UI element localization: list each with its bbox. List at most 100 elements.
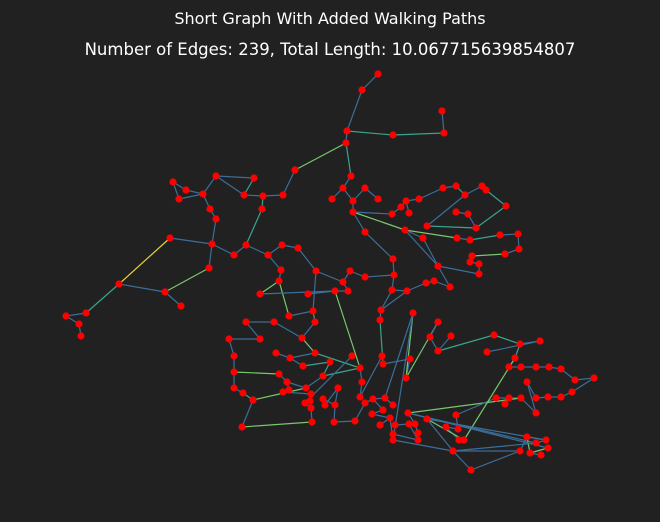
graph-edge <box>455 397 497 416</box>
graph-node <box>358 86 366 94</box>
graph-node <box>414 429 422 437</box>
graph-node <box>304 290 312 298</box>
graph-node <box>307 404 315 412</box>
graph-node <box>298 334 306 342</box>
graph-edge <box>334 290 361 369</box>
graph-node <box>514 230 522 238</box>
graph-node <box>482 186 490 194</box>
graph-node <box>351 417 359 425</box>
graph-node <box>82 309 90 317</box>
graph-node <box>356 364 364 372</box>
graph-node <box>230 368 238 376</box>
graph-node <box>361 184 369 192</box>
graph-edge <box>85 283 120 314</box>
graph-edge <box>294 142 347 171</box>
graph-node <box>270 318 278 326</box>
graph-node <box>406 355 414 363</box>
graph-node <box>319 395 327 403</box>
graph-edge <box>437 334 495 352</box>
graph-node <box>250 174 258 182</box>
graph-node <box>279 191 287 199</box>
graph-node <box>532 409 540 417</box>
graph-edge <box>273 321 303 339</box>
graph-edge <box>352 211 366 233</box>
graph-node <box>455 436 463 444</box>
graph-edge <box>202 175 217 195</box>
graph-node <box>182 186 190 194</box>
graph-node <box>309 307 317 315</box>
nodes-layer <box>62 70 598 474</box>
graph-node <box>475 270 483 278</box>
graph-edge <box>437 265 451 288</box>
graph-node <box>378 352 386 360</box>
graph-edge <box>312 270 317 312</box>
graph-edge <box>475 205 507 229</box>
graph-node <box>516 447 524 455</box>
graph-node <box>346 267 354 275</box>
graph-edge <box>392 132 445 136</box>
graph-node <box>442 423 450 431</box>
graph-node <box>414 436 422 444</box>
graph-edge <box>169 237 213 245</box>
graph-node <box>461 191 469 199</box>
graph-edge <box>463 357 516 441</box>
graph-edge <box>245 208 263 246</box>
graph-edge <box>392 439 454 452</box>
graph-edge <box>493 334 521 345</box>
graph-edge <box>361 73 379 91</box>
graph-edge <box>118 283 166 293</box>
graph-node <box>342 139 350 147</box>
graph-node <box>389 131 397 139</box>
graph-node <box>426 333 434 341</box>
graph-node <box>388 210 396 218</box>
graph-node <box>397 203 405 211</box>
graph-node <box>464 210 472 218</box>
graph-node <box>344 287 352 295</box>
graph-node <box>77 332 85 340</box>
graph-node <box>423 222 431 230</box>
graph-node <box>472 224 480 232</box>
graph-node <box>169 178 177 186</box>
graph-node <box>278 241 286 249</box>
graph-node <box>544 444 552 452</box>
graph-node <box>532 394 540 402</box>
graph-node <box>279 388 287 396</box>
graph-node <box>308 418 316 426</box>
graph-node <box>311 318 319 326</box>
graph-node <box>175 195 183 203</box>
graph-node <box>388 286 396 294</box>
graph-node <box>452 411 460 419</box>
graph-node <box>536 337 544 345</box>
graph-edge <box>314 352 361 369</box>
graph-node <box>256 335 264 343</box>
graph-edge <box>364 274 395 278</box>
graph-node <box>505 363 513 371</box>
graph-node <box>240 191 248 199</box>
graph-edge <box>178 193 204 200</box>
graph-node <box>379 360 387 368</box>
graph-node <box>249 396 257 404</box>
graph-node <box>242 318 250 326</box>
graph-node <box>391 421 399 429</box>
graph-node <box>402 197 410 205</box>
graph-edge <box>352 211 393 215</box>
graph-edge <box>380 289 393 311</box>
graph-node <box>326 358 334 366</box>
graph-node <box>256 290 264 298</box>
graph-node <box>517 363 525 371</box>
graph-edge <box>359 355 383 398</box>
graph-edge <box>452 450 472 471</box>
graph-node <box>422 279 430 287</box>
graph-node <box>389 436 397 444</box>
graph-node <box>492 394 500 402</box>
graph-node <box>571 376 579 384</box>
graph-node <box>381 394 389 402</box>
graph-node <box>166 234 174 242</box>
graph-node <box>177 302 185 310</box>
graph-node <box>389 430 397 438</box>
graph-node <box>331 287 339 295</box>
graph-node <box>361 273 369 281</box>
graph-node <box>115 280 123 288</box>
graph-edge <box>380 290 408 311</box>
graph-edge <box>315 270 344 283</box>
